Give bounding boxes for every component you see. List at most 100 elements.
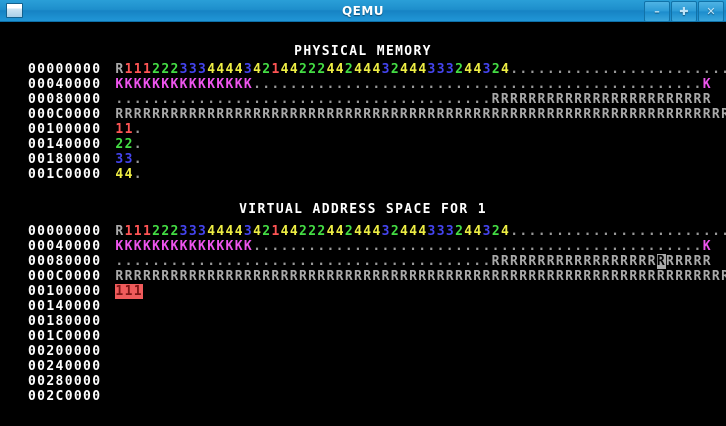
memory-address: 00140000 [28,137,102,152]
memory-address: 00200000 [28,344,102,359]
memory-span: RRRRRRRRRRRRRRRRRRRRRRRR [491,92,712,107]
memory-cells: R111222333444434214422244244432444333244… [115,62,726,77]
memory-span: 3 [482,62,492,77]
memory-span: 4 [253,62,263,77]
memory-span: 444 [354,224,382,239]
memory-span: ........................................… [253,239,703,254]
memory-span: 111 [124,224,153,239]
virtual-address-space-row: 00180000 [28,314,115,329]
virtual-address-space-row: 00280000 [28,374,115,389]
memory-span: K [702,77,712,92]
memory-span: 333 [427,62,456,77]
memory-address: 00240000 [28,359,102,374]
memory-span: 333 [179,224,208,239]
close-button[interactable]: ✕ [698,1,724,22]
memory-address: 00080000 [28,92,102,107]
memory-span: 11 [115,122,134,137]
memory-span: 444 [400,224,428,239]
virtual-address-space-row: 000C0000 RRRRRRRRRRRRRRRRRRRRRRRRRRRRRRRR… [28,269,726,284]
memory-span: RRRRR [666,254,712,269]
physical-memory-row: 000C0000 RRRRRRRRRRRRRRRRRRRRRRRRRRRRRRRR… [28,107,726,122]
virtual-address-space-row: 00080000................................… [28,254,712,269]
memory-cells: 33. [115,152,143,167]
memory-span: 2 [491,62,501,77]
memory-span: 222 [299,62,327,77]
memory-address: 001C0000 [28,329,102,344]
memory-address: 000C0000 [28,107,102,122]
memory-span: 44 [464,224,483,239]
window-controls: – ✚ ✕ [644,1,724,22]
physical-memory-row: 00040000 KKKKKKKKKKKKKKK.................… [28,77,712,92]
memory-span: 33 [115,152,134,167]
memory-address: 00140000 [28,299,102,314]
memory-span: 2 [491,224,501,239]
memory-span: ........................................ [510,62,726,77]
memory-span: ........................................… [115,92,492,107]
memory-span: 44 [280,62,300,77]
virtual-address-space-row: 00200000 [28,344,115,359]
memory-span: 1 [271,62,281,77]
maximize-button[interactable]: ✚ [671,1,697,22]
memory-span: 4 [253,224,263,239]
virtual-address-space-row: 00000000 R1112223334444342144222442444324… [28,224,726,239]
memory-span: . [133,122,143,137]
memory-span: 222 [152,224,180,239]
memory-span: 4 [501,224,511,239]
memory-span: 44 [326,224,345,239]
title-bar[interactable]: QEMU – ✚ ✕ [0,0,726,22]
highlighted-cell: 1 [115,389,726,404]
memory-span: RRRRRRRRRRRRRRRRRR [491,254,657,269]
window-title: QEMU [341,3,385,18]
memory-address: 00180000 [28,314,102,329]
memory-cells: 111 [115,284,143,299]
virtual-address-space-row: 00040000 KKKKKKKKKKKKKKK.................… [28,239,712,254]
memory-span: 2 [262,62,272,77]
physical-memory-row: 00080000................................… [28,92,712,107]
memory-span: 2 [455,224,465,239]
memory-span: 22 [115,137,134,152]
memory-address: 00180000 [28,152,102,167]
memory-span: 2 [390,62,401,77]
memory-span: 1 [271,224,281,239]
memory-span: K [702,239,712,254]
memory-address: 000C0000 [28,269,102,284]
virtual-address-space-heading: VIRTUAL ADDRESS SPACE FOR 1 [239,202,487,217]
memory-cells: ........................................… [115,254,712,269]
minimize-button[interactable]: – [644,1,670,22]
memory-span: . [133,167,143,182]
memory-span: 3 [243,62,254,77]
memory-span: R [115,224,125,239]
memory-span: 444 [400,62,428,77]
memory-span: 2 [390,224,401,239]
memory-address: 00040000 [28,239,102,254]
memory-cells: 1 [115,389,726,404]
memory-cells: R111222333444434214422244244432444333244… [115,224,726,239]
memory-cells: 44. [115,167,143,182]
virtual-address-space-row: 00100000 111 [28,284,143,299]
memory-span: ........................................… [253,77,703,92]
memory-cells: KKKKKKKKKKKKKKK.........................… [115,239,712,254]
memory-address: 00100000 [28,284,102,299]
memory-span: 333 [427,224,456,239]
memory-span: 2 [455,62,465,77]
memory-span: R [115,62,125,77]
memory-span: . [133,137,143,152]
memory-span: KKKKKKKKKKKKKKK [115,239,254,254]
virtual-address-space-row: 001C0000 [28,329,115,344]
memory-span: 44 [464,62,483,77]
memory-span: 444 [354,62,382,77]
memory-cells: ........................................… [115,92,712,107]
memory-cells: RRRRRRRRRRRRRRRRRRRRRRRRRRRRRRRRRRRRRRRR… [115,107,726,122]
physical-memory-row: 00000000 R1112223334444342144222442444324… [28,62,726,77]
memory-address: 00000000 [28,62,102,77]
qemu-display[interactable]: PHYSICAL MEMORY 00000000 R111222333444434… [0,22,726,426]
physical-memory-row: 00140000 22. [28,137,143,152]
memory-cells: 11. [115,122,143,137]
memory-span: 3 [243,224,254,239]
window-icon [6,3,23,18]
physical-memory-row: 00180000 33. [28,152,143,167]
memory-address: 00100000 [28,122,102,137]
memory-span: 3 [482,224,492,239]
memory-span: 2 [344,224,355,239]
